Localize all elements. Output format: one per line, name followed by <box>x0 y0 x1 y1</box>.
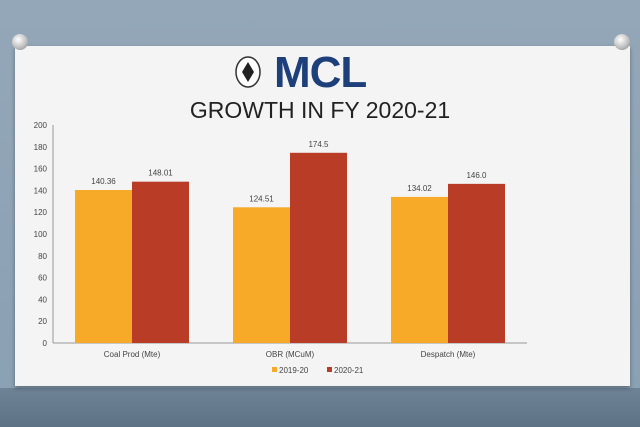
background-band <box>0 388 640 427</box>
coal-india-emblem-icon <box>235 56 261 88</box>
data-label: 140.36 <box>91 177 116 186</box>
y-tick-label: 40 <box>38 295 47 304</box>
y-tick-label: 140 <box>34 186 48 195</box>
bar <box>233 207 290 343</box>
y-tick-label: 80 <box>38 252 47 261</box>
data-label: 146.0 <box>466 171 487 180</box>
y-tick-label: 120 <box>34 208 48 217</box>
x-tick-label: Despatch (Mte) <box>421 350 476 359</box>
y-tick-label: 160 <box>34 165 48 174</box>
legend-label: 2019-20 <box>279 366 309 375</box>
bar <box>448 183 505 343</box>
y-tick-label: 200 <box>34 121 48 130</box>
y-tick-label: 100 <box>34 230 48 239</box>
data-label: 124.51 <box>249 194 274 203</box>
legend-swatch <box>272 367 277 372</box>
logo-text: MCL <box>274 48 367 97</box>
y-tick-label: 60 <box>38 274 47 283</box>
x-tick-label: OBR (MCuM) <box>266 350 315 359</box>
mcl-logo: MCL <box>230 48 400 97</box>
bar <box>290 152 347 343</box>
data-label: 148.01 <box>148 169 173 178</box>
legend-label: 2020-21 <box>334 366 364 375</box>
bar <box>132 181 189 343</box>
chart-title: GROWTH IN FY 2020-21 <box>189 97 451 123</box>
pin-icon <box>614 34 630 50</box>
y-tick-label: 0 <box>43 339 48 348</box>
legend-swatch <box>327 367 332 372</box>
x-tick-label: Coal Prod (Mte) <box>104 350 161 359</box>
pin-icon <box>12 34 28 50</box>
data-label: 134.02 <box>407 184 432 193</box>
bar <box>75 190 132 343</box>
y-tick-label: 180 <box>34 143 48 152</box>
bar <box>391 196 448 343</box>
data-label: 174.5 <box>308 140 329 149</box>
y-tick-label: 20 <box>38 317 47 326</box>
